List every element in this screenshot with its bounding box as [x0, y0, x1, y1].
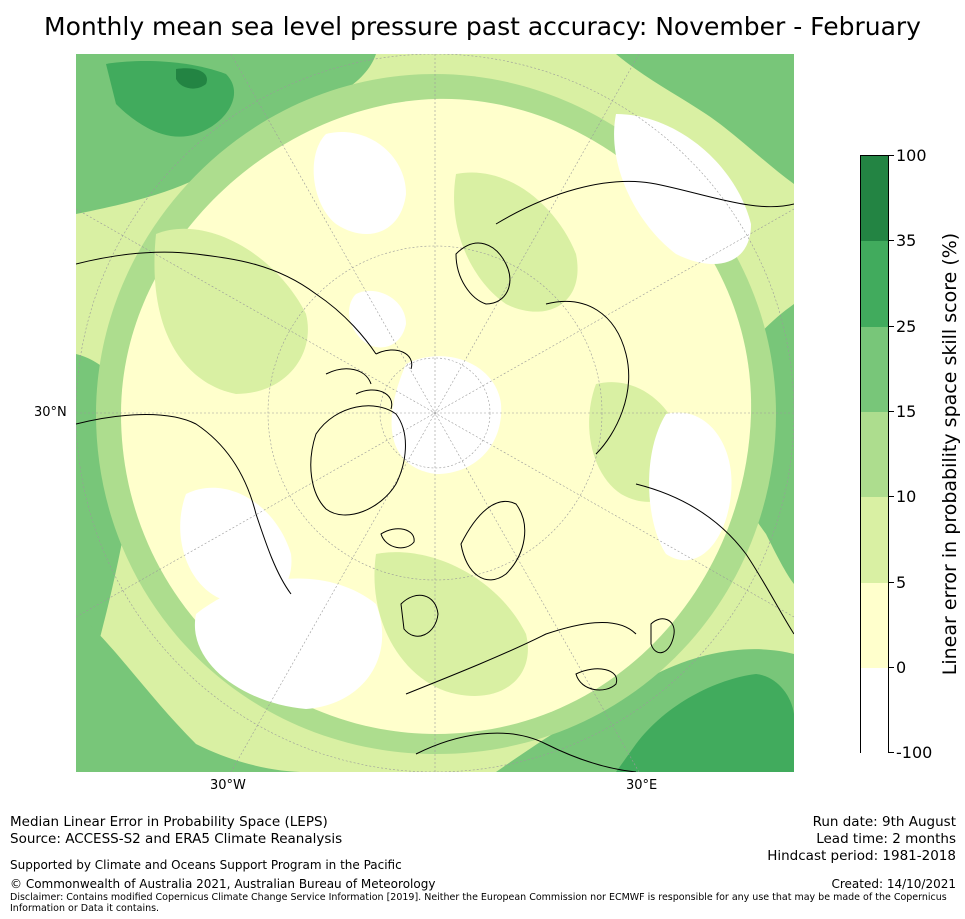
colorbar-label: 0: [896, 658, 907, 677]
polar-map: [76, 54, 794, 772]
region-white-west: [180, 487, 292, 604]
region-green-northeast: [616, 54, 794, 184]
colorbar-label: 25: [896, 317, 917, 336]
region-white-central: [349, 290, 406, 348]
colorbar-label: 10: [896, 487, 917, 506]
region-white-northeast: [614, 114, 751, 264]
lon-label-30e: 30°E: [626, 778, 658, 793]
coastlines: [76, 180, 794, 772]
colorbar-segment-15-25: [861, 327, 888, 412]
colorbar-label: 15: [896, 402, 917, 421]
lat-label-30n: 30°N: [34, 405, 67, 420]
region-white-pole: [391, 356, 502, 474]
coastline-greenland: [310, 405, 406, 516]
map-canvas: [76, 54, 794, 772]
colorbar-segment-neg100-0: [861, 668, 888, 754]
region-white-southwest: [194, 578, 383, 709]
coastline-scandinavia: [460, 500, 526, 581]
region-darkgreen-northwest: [176, 68, 207, 89]
region-white-east: [649, 412, 732, 561]
colorbar-tick: [889, 326, 894, 327]
footer-copyright: © Commonwealth of Australia 2021, Austra…: [10, 877, 436, 891]
map-title: Monthly mean sea level pressure past acc…: [44, 12, 921, 41]
footer-disclaimer-2: Information or Data it contains.: [10, 903, 160, 914]
coastline-europe: [405, 622, 637, 772]
footer-created: Created: 14/10/2021: [831, 877, 956, 891]
footer-source: Source: ACCESS-S2 and ERA5 Climate Reana…: [10, 831, 343, 847]
coastline-british-isles: [400, 594, 439, 637]
colorbar-tick: [889, 240, 894, 241]
colorbar-tick: [889, 155, 894, 156]
colorbar-label: 5: [896, 573, 907, 592]
colorbar-tick: [889, 411, 894, 412]
colorbar-label: 100: [896, 146, 927, 165]
colorbar-tick: [889, 667, 894, 668]
footer-leps: Median Linear Error in Probability Space…: [10, 814, 328, 830]
colorbar-segment-10-15: [861, 412, 888, 497]
footer-supported: Supported by Climate and Oceans Support …: [10, 858, 402, 872]
colorbar-label: 35: [896, 231, 917, 250]
coastline-siberia: [455, 242, 511, 305]
region-green-southwest: [76, 614, 306, 772]
colorbar-title: Linear error in probability space skill …: [939, 232, 961, 676]
coastline-asia: [495, 180, 794, 635]
colorbar-segment-25-35: [861, 241, 888, 327]
colorbar-segment-5-10: [861, 497, 888, 583]
coastline-black-caspian: [575, 618, 675, 691]
colorbar-tick: [889, 496, 894, 497]
coastline-arctic-islands: [325, 349, 413, 410]
colorbar-tick: [889, 582, 894, 583]
coastline-north-america: [76, 251, 377, 595]
footer-hindcast: Hindcast period: 1981-2018: [767, 848, 956, 864]
region-yellowgreen-patch-1: [154, 228, 308, 394]
colorbar-label: -100: [896, 743, 933, 762]
region-midgreen-southeast: [616, 674, 794, 772]
coastline-iceland: [380, 528, 415, 549]
graticule: [76, 54, 794, 772]
footer-lead-time: Lead time: 2 months: [816, 831, 956, 847]
colorbar: [860, 155, 889, 754]
region-white-north: [313, 132, 406, 234]
footer-run-date: Run date: 9th August: [812, 814, 956, 830]
colorbar-segment-0-5: [861, 583, 888, 668]
colorbar-segment-35-100: [861, 156, 888, 241]
footer-disclaimer-1: Disclaimer: Contains modified Copernicus…: [10, 892, 947, 903]
region-yellowgreen-patch-2: [454, 172, 578, 312]
colorbar-tick: [889, 752, 894, 753]
lon-label-30w: 30°W: [210, 778, 246, 793]
